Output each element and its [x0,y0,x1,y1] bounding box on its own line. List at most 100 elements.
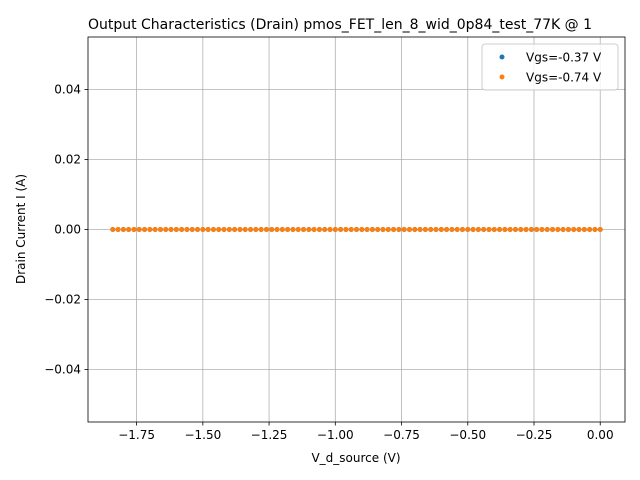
x-tick-label: −0.50 [449,428,486,442]
data-point [242,227,248,232]
data-point [263,227,269,232]
data-point [396,227,402,232]
data-point [592,227,598,232]
x-tick-label: −0.75 [383,428,420,442]
data-point [523,227,529,232]
data-point [157,227,163,232]
data-point [391,227,397,232]
data-point [428,227,434,232]
data-point [343,227,349,232]
data-point [210,227,216,232]
y-tick-label: −0.04 [44,363,81,377]
x-tick-label: −1.25 [251,428,288,442]
series-vgs-074 [110,227,603,232]
data-point [459,227,465,232]
data-point [301,227,307,232]
data-point [518,227,524,232]
legend: Vgs=-0.37 V Vgs=-0.74 V [481,43,619,91]
y-tick-label: 0.02 [54,153,81,167]
data-point [565,227,571,232]
data-point [502,227,508,232]
data-point [205,227,211,232]
x-tick-label: −0.25 [516,428,553,442]
data-point [152,227,158,232]
y-tick-label: 0.04 [54,83,81,97]
y-axis-label: Drain Current I (A) [14,174,28,284]
data-point [597,227,603,232]
data-point [380,227,386,232]
data-point [534,227,540,232]
data-point [560,227,566,232]
data-point [306,227,312,232]
data-point [168,227,174,232]
data-point [385,227,391,232]
data-point [512,227,518,232]
x-axis-label: V_d_source (V) [311,451,400,465]
data-point [290,227,296,232]
data-point [110,227,116,232]
data-point [555,227,561,232]
data-point [571,227,577,232]
data-point [179,227,185,232]
data-point [528,227,534,232]
data-point [433,227,439,232]
data-point [354,227,359,232]
x-tick-label: 0.00 [587,428,614,442]
data-point [369,227,375,232]
data-point [491,227,497,232]
data-point [581,227,587,232]
y-tick-label: −0.02 [44,293,81,307]
data-point [279,227,285,232]
data-point [226,227,232,232]
data-point [126,227,132,232]
data-point [576,227,582,232]
x-tick-label: −1.00 [317,428,354,442]
legend-label-vgs-037: Vgs=-0.37 V [526,51,602,65]
data-point [322,227,328,232]
data-points [110,227,603,232]
data-point [163,227,169,232]
x-ticks: −1.75 −1.50 −1.25 −1.00 −0.75 −0.50 −0.25 0.00 [118,422,614,442]
data-point [465,227,471,232]
data-point [200,227,206,232]
data-point [285,227,291,232]
data-point [136,227,142,232]
data-point [195,227,201,232]
data-point [327,227,333,232]
data-point [295,227,301,232]
data-point [248,227,254,232]
data-point [375,227,381,232]
data-point [173,227,179,232]
data-point [364,227,370,232]
data-point [147,227,153,232]
data-point [348,227,354,232]
data-point [338,227,344,232]
data-point [401,227,407,232]
y-tick-label: 0.00 [54,223,81,237]
data-point [142,227,148,232]
data-point [412,227,418,232]
data-point [454,227,460,232]
data-point [237,227,243,232]
legend-marker-vgs-074 [499,74,505,80]
chart-title: Output Characteristics (Drain) pmos_FET_… [88,17,592,33]
data-point [258,227,264,232]
data-point [539,227,545,232]
data-point [481,227,487,232]
data-point [475,227,481,232]
data-point [359,227,365,232]
data-point [253,227,259,232]
data-point [184,227,190,232]
data-point [417,227,423,232]
x-tick-label: −1.75 [118,428,155,442]
data-point [274,227,280,232]
data-point [115,227,121,232]
data-point [544,227,550,232]
legend-label-vgs-074: Vgs=-0.74 V [526,71,602,85]
x-tick-label: −1.50 [184,428,221,442]
data-point [444,227,450,232]
y-ticks: −0.04 −0.02 0.00 0.02 0.04 [44,83,88,377]
data-point [486,227,492,232]
data-point [332,227,338,232]
